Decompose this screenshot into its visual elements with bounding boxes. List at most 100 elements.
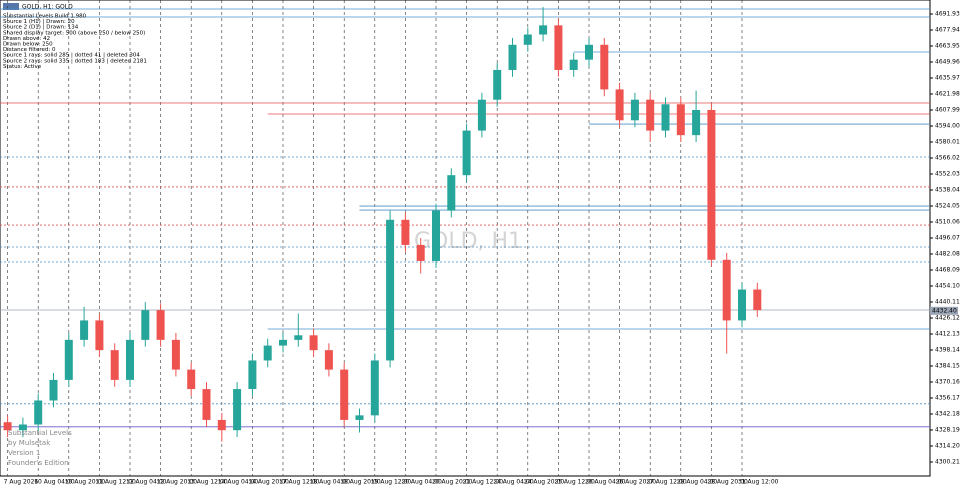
candle-body — [141, 310, 150, 340]
candle-body — [263, 345, 272, 361]
y-tick-label: 4314.20 — [935, 443, 960, 450]
info-line: Drawn above: 42 — [3, 36, 50, 42]
x-tick-label: 17 Aug 12:00 — [279, 479, 320, 486]
y-tick-label: 4412.13 — [935, 331, 960, 338]
candle-body — [294, 335, 303, 340]
candle-body — [447, 175, 456, 211]
info-line: Source 2 (D1) | Drawn: 134 — [3, 25, 79, 31]
candle-body — [630, 99, 639, 121]
y-tick-label: 4384.15 — [935, 363, 960, 370]
candle-body — [477, 99, 486, 131]
y-tick-label: 4677.94 — [935, 26, 960, 33]
candle-body — [202, 389, 211, 420]
candle-body — [355, 415, 364, 420]
price-tag-label: 4432.40 — [932, 307, 957, 314]
candle-body — [600, 44, 609, 90]
candle-body — [64, 339, 73, 380]
candle-body — [95, 320, 104, 351]
candle-body — [309, 335, 318, 351]
y-tick-label: 4468.09 — [935, 266, 960, 273]
candle-body — [233, 389, 242, 431]
y-tick-label: 4594.00 — [935, 122, 960, 129]
chart-title: GOLD, H1: GOLD — [22, 4, 73, 11]
info-line: Drawn below: 250 — [3, 42, 53, 48]
x-tick-label: 14 Aug 04:00 — [218, 479, 259, 486]
candle-body — [523, 34, 532, 45]
x-tick-label: 20 Aug 20:00 — [432, 479, 473, 486]
footer-line: Substantial Levels — [8, 429, 72, 437]
candle-body — [279, 339, 287, 346]
y-tick-label: 4454.10 — [935, 283, 960, 290]
x-tick-label: 20 Aug 04:00 — [401, 479, 442, 486]
price-tag — [930, 306, 958, 315]
y-tick-label: 4342.18 — [935, 411, 960, 418]
candle-body — [324, 350, 333, 370]
candle-body — [416, 244, 425, 261]
candle-body — [753, 289, 762, 311]
x-tick-label: 21 Aug 12:00 — [463, 479, 504, 486]
candle-body — [615, 89, 624, 121]
candle-body — [80, 320, 89, 340]
y-tick-label: 4552.03 — [935, 170, 960, 177]
candle-body — [539, 25, 548, 35]
y-tick-label: 4510.06 — [935, 218, 960, 225]
y-tick-label: 4524.05 — [935, 202, 960, 209]
y-tick-label: 4482.08 — [935, 250, 960, 257]
candle-body — [707, 109, 716, 260]
y-tick-label: 4649.96 — [935, 58, 960, 65]
candle-body — [217, 419, 226, 431]
y-tick-label: 4328.19 — [935, 427, 960, 434]
x-tick-label: 25 Aug 12:00 — [554, 479, 595, 486]
info-line: Distance filtered: 0 — [3, 47, 56, 53]
candle-body — [126, 339, 134, 380]
y-tick-label: 4300.21 — [935, 459, 960, 466]
info-line: Shared display target: 500 (above 250 / … — [3, 30, 145, 36]
watermark: GOLD, H1 — [414, 229, 522, 254]
footer-line: Founder's Edition — [8, 459, 69, 467]
y-tick-label: 4580.01 — [935, 138, 960, 145]
candle-body — [49, 379, 58, 401]
y-tick-label: 4691.93 — [935, 10, 960, 17]
y-tick-label: 4663.95 — [935, 42, 960, 49]
x-tick-label: 24 Aug 04:00 — [493, 479, 534, 486]
x-tick-label: 26 Aug 20:00 — [616, 479, 657, 486]
plot-frame — [0, 0, 931, 477]
footer-line: by Mulsetak — [8, 439, 51, 447]
candle-body — [171, 339, 180, 370]
x-tick-label: 24 Aug 20:00 — [524, 479, 565, 486]
x-tick-label: 10 Aug 20:00 — [65, 479, 106, 486]
y-tick-label: 4496.07 — [935, 234, 960, 241]
candle-body — [722, 259, 731, 321]
info-line: Status: Active — [3, 64, 42, 70]
candle-body — [585, 44, 593, 60]
candle-body — [34, 400, 43, 425]
candle-body — [508, 44, 517, 70]
y-tick-label: 4426.12 — [935, 315, 960, 322]
candle-body — [156, 310, 165, 340]
candle-body — [3, 422, 12, 431]
x-tick-label: 28 Aug 04:00 — [677, 479, 718, 486]
candle-body — [187, 369, 196, 390]
x-tick-label: 27 Aug 12:00 — [646, 479, 687, 486]
x-tick-label: 14 Aug 20:00 — [248, 479, 289, 486]
candle-body — [432, 210, 440, 261]
symbol-icon — [3, 3, 19, 10]
x-tick-label: 7 Aug 2026 — [4, 479, 39, 486]
info-line: Substantial Levels Build 1.980 — [3, 14, 87, 20]
candle-body — [692, 109, 701, 136]
info-line: Source 1 rays: solid 285 | dotted 41 | d… — [3, 53, 140, 59]
candle-body — [738, 289, 746, 321]
info-line: Source 2 rays: solid 335 | dotted 183 | … — [3, 58, 147, 64]
y-tick-label: 4566.02 — [935, 154, 960, 161]
x-tick-label: 11 Aug 12:00 — [95, 479, 136, 486]
x-tick-label: 13 Aug 12:00 — [187, 479, 228, 486]
y-tick-label: 4538.04 — [935, 186, 960, 193]
candle-body — [386, 219, 395, 361]
candle-body — [569, 59, 578, 70]
candle-body — [110, 350, 119, 380]
candle-body — [248, 360, 257, 390]
x-tick-label: 18 Aug 04:00 — [310, 479, 351, 486]
y-tick-label: 4607.99 — [935, 106, 960, 113]
candle-body — [462, 130, 471, 176]
